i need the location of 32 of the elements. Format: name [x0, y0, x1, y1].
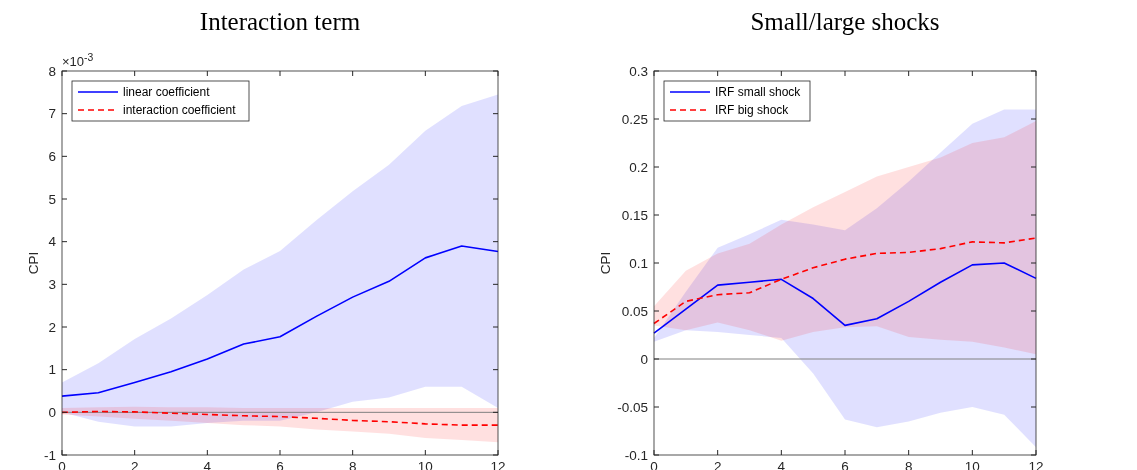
y-tick-label: 1	[48, 362, 56, 378]
chart-title: Small/large shocks	[750, 8, 940, 35]
y-tick-label: 8	[48, 63, 56, 79]
y-tick-label: -1	[43, 447, 56, 463]
y-tick-label: 7	[48, 106, 56, 122]
y-tick-label: -0.1	[624, 447, 648, 463]
legend-label: IRF small shock	[715, 85, 802, 100]
y-tick-label: 0.05	[621, 303, 648, 319]
y-tick-label: 0	[48, 405, 56, 421]
y-tick-label: 0.3	[629, 63, 648, 79]
y-axis-title: CPI	[26, 251, 41, 275]
legend-label: IRF big shock	[715, 103, 790, 118]
y-tick-label: 2	[48, 319, 56, 335]
legend-label: interaction coefficient	[123, 103, 237, 118]
y-tick-label: 0.1	[629, 255, 648, 271]
text: ×10$^{-3}$	[62, 51, 94, 69]
chart-title: Interaction term	[199, 8, 361, 35]
y-axis-title: CPI	[598, 251, 613, 275]
line-series	[61, 410, 499, 426]
legend-label: linear coefficient	[123, 85, 211, 100]
line-series	[653, 262, 1037, 334]
y-tick-label: 6	[48, 149, 56, 165]
y-tick-label: 5	[48, 191, 56, 207]
y-tick-label: 4	[48, 234, 57, 250]
y-tick-label: -0.05	[617, 399, 648, 415]
y-tick-label: 0.2	[629, 159, 648, 175]
line-series	[61, 245, 499, 397]
line-series	[653, 237, 1037, 325]
y-tick-label: 3	[48, 277, 56, 293]
y-tick-label: 0	[640, 351, 648, 367]
y-tick-label: 0.25	[621, 111, 648, 127]
y-tick-label: 0.15	[621, 207, 648, 223]
